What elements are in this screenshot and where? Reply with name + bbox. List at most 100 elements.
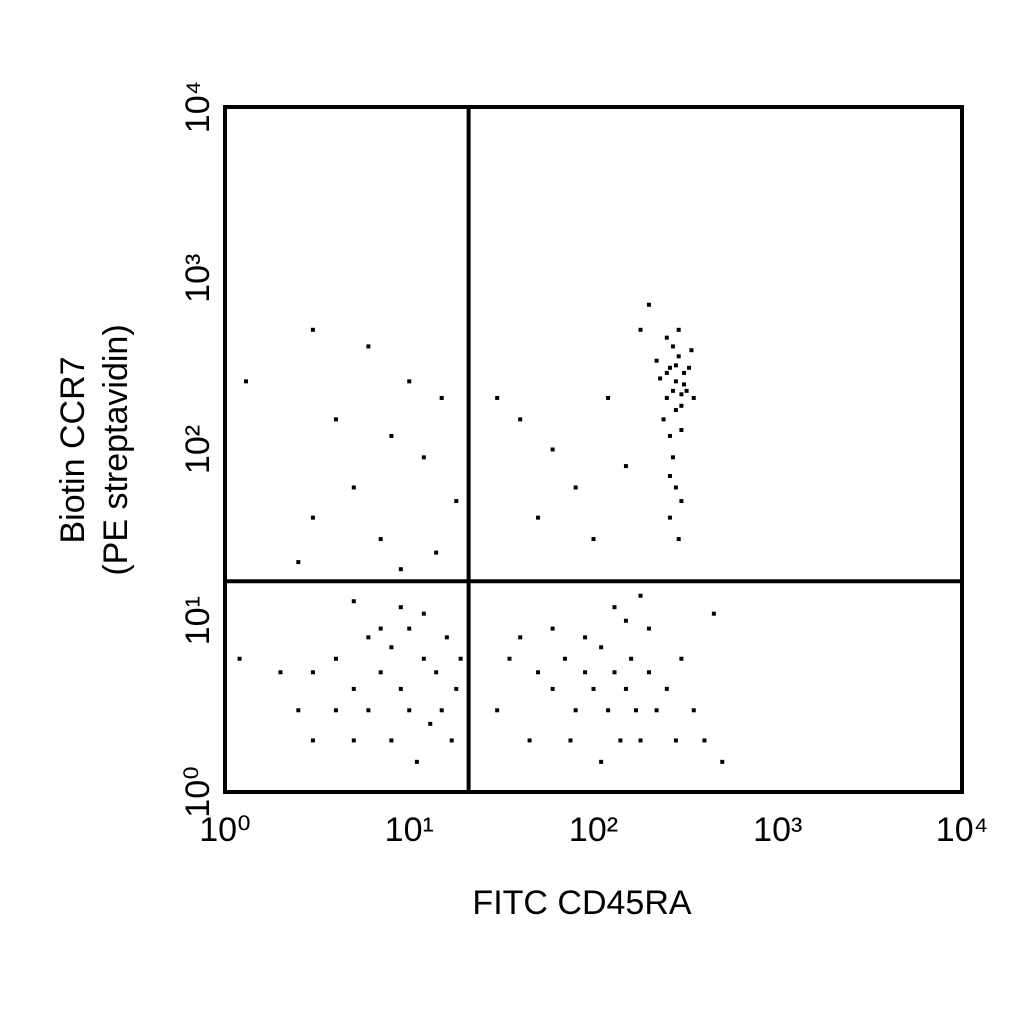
data-point xyxy=(518,635,523,640)
data-point xyxy=(689,348,694,353)
data-point xyxy=(646,302,651,307)
data-point xyxy=(679,427,684,432)
data-point xyxy=(527,738,532,743)
data-point xyxy=(366,635,371,640)
data-point xyxy=(378,670,383,675)
data-point xyxy=(434,670,439,675)
data-point xyxy=(658,376,663,381)
data-point xyxy=(638,738,643,743)
data-point xyxy=(389,645,394,650)
data-point xyxy=(398,605,403,610)
data-point xyxy=(351,599,356,604)
data-point xyxy=(454,499,459,504)
data-point xyxy=(720,759,725,764)
data-point xyxy=(664,335,669,340)
data-point xyxy=(583,635,588,640)
data-point xyxy=(664,395,669,400)
data-point xyxy=(591,686,596,691)
data-point xyxy=(536,670,541,675)
data-point xyxy=(550,626,555,631)
data-point xyxy=(646,670,651,675)
data-point xyxy=(691,708,696,713)
data-point xyxy=(623,464,628,469)
data-point xyxy=(606,395,611,400)
data-point xyxy=(664,686,669,691)
data-point xyxy=(670,455,675,460)
data-point xyxy=(550,447,555,452)
data-point xyxy=(676,327,681,332)
data-point xyxy=(711,611,716,616)
data-point xyxy=(351,686,356,691)
y-axis-title: (PE streptavidin) xyxy=(97,324,135,575)
data-point xyxy=(670,388,675,393)
data-point xyxy=(333,417,338,422)
data-point xyxy=(667,515,672,520)
data-point xyxy=(495,708,500,713)
data-point xyxy=(646,626,651,631)
data-point xyxy=(243,379,248,384)
data-point xyxy=(673,363,678,368)
y-axis-title: Biotin CCR7 xyxy=(54,356,92,543)
x-tick-label: 10¹ xyxy=(385,811,434,849)
data-point xyxy=(702,738,707,743)
data-point xyxy=(296,708,301,713)
data-point xyxy=(633,708,638,713)
data-point xyxy=(684,388,689,393)
data-point xyxy=(670,344,675,349)
plot-frame xyxy=(223,105,964,794)
y-tick-label: 10² xyxy=(179,425,217,474)
data-point xyxy=(676,354,681,359)
data-point xyxy=(612,670,617,675)
data-point xyxy=(673,485,678,490)
data-point xyxy=(664,370,669,375)
data-point xyxy=(351,738,356,743)
data-point xyxy=(676,537,681,542)
data-point xyxy=(618,738,623,743)
data-point xyxy=(407,379,412,384)
data-point xyxy=(612,605,617,610)
data-point xyxy=(366,708,371,713)
data-point xyxy=(550,686,555,691)
data-point xyxy=(682,370,687,375)
data-point xyxy=(673,379,678,384)
data-point xyxy=(398,686,403,691)
data-point xyxy=(667,433,672,438)
data-point xyxy=(378,537,383,542)
data-point xyxy=(583,670,588,675)
data-point xyxy=(444,635,449,640)
data-point xyxy=(407,708,412,713)
data-point xyxy=(333,708,338,713)
x-tick-label: 10² xyxy=(569,811,618,849)
data-point xyxy=(507,656,512,661)
data-point xyxy=(638,327,643,332)
data-point xyxy=(439,708,444,713)
data-point xyxy=(679,403,684,408)
y-tick-label: 10³ xyxy=(179,254,217,303)
data-point xyxy=(407,626,412,631)
data-point xyxy=(591,537,596,542)
data-point xyxy=(536,515,541,520)
data-point xyxy=(573,708,578,713)
data-point xyxy=(378,626,383,631)
data-point xyxy=(691,395,696,400)
data-point xyxy=(296,560,301,565)
data-point xyxy=(606,708,611,713)
data-point xyxy=(667,474,672,479)
data-point xyxy=(687,365,692,370)
data-point xyxy=(573,485,578,490)
data-point xyxy=(682,382,687,387)
data-point xyxy=(679,656,684,661)
data-point xyxy=(414,759,419,764)
data-point xyxy=(454,686,459,691)
data-point xyxy=(495,395,500,400)
y-tick-label: 10⁴ xyxy=(179,81,217,133)
data-point xyxy=(366,344,371,349)
data-point xyxy=(434,550,439,555)
data-point xyxy=(439,395,444,400)
data-point xyxy=(449,738,454,743)
data-point xyxy=(623,618,628,623)
data-point xyxy=(661,417,666,422)
data-point xyxy=(654,708,659,713)
